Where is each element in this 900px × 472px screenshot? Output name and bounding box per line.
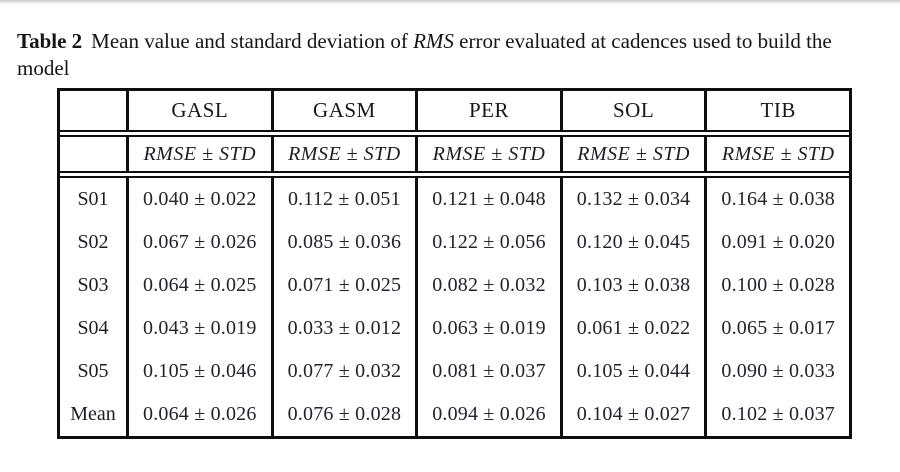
value-cell: 0.085 ± 0.036 xyxy=(287,231,402,253)
value-cell: 0.043 ± 0.019 xyxy=(143,317,257,339)
column-header-gasl: GASL xyxy=(126,91,271,132)
value-cell: 0.067 ± 0.026 xyxy=(143,231,257,253)
subheader-cell-1: RMSE ± STD xyxy=(270,135,416,173)
column-header-row: GASL GASM PER SOL TIB xyxy=(60,91,849,132)
value-cell: 0.064 ± 0.025 xyxy=(143,274,257,296)
value-cell: 0.082 ± 0.032 xyxy=(432,274,546,296)
value-cell: 0.105 ± 0.044 xyxy=(576,360,691,382)
corner-cell xyxy=(60,91,126,132)
value-cell: 0.100 ± 0.028 xyxy=(721,274,835,296)
value-cell: 0.132 ± 0.034 xyxy=(576,188,691,210)
data-column-gasl: 0.040 ± 0.022 0.067 ± 0.026 0.064 ± 0.025 0… xyxy=(126,178,271,436)
data-column-tib: 0.164 ± 0.038 0.091 ± 0.020 0.100 ± 0.028 0… xyxy=(704,178,849,436)
value-cell: 0.104 ± 0.027 xyxy=(576,403,691,425)
value-cell: 0.063 ± 0.019 xyxy=(432,317,546,339)
row-label-s03: S03 xyxy=(77,274,109,296)
row-label-s02: S02 xyxy=(77,231,109,253)
column-header-per: PER xyxy=(415,91,560,132)
data-column-per: 0.121 ± 0.048 0.122 ± 0.056 0.082 ± 0.032 0… xyxy=(415,178,560,436)
data-column-gasm: 0.112 ± 0.051 0.085 ± 0.036 0.071 ± 0.025 0… xyxy=(270,178,416,436)
value-cell: 0.077 ± 0.032 xyxy=(287,360,402,382)
subheader-cell-0: RMSE ± STD xyxy=(126,135,271,173)
caption-emphasis: RMS xyxy=(413,29,454,53)
scan-artifact-strip xyxy=(0,0,900,4)
value-cell: 0.122 ± 0.056 xyxy=(432,231,546,253)
value-cell: 0.064 ± 0.026 xyxy=(143,403,257,425)
rms-error-table: GASL GASM PER SOL TIB RMSE ± STD RMSE ± STD RM… xyxy=(57,88,852,439)
subheader-cell-4: RMSE ± STD xyxy=(704,135,849,173)
table-caption: Table 2 Mean value and standard deviation… xyxy=(17,28,889,82)
value-cell: 0.061 ± 0.022 xyxy=(576,317,691,339)
value-cell: 0.105 ± 0.046 xyxy=(143,360,257,382)
row-label-column: S01 S02 S03 S04 S05 Mean xyxy=(60,178,126,436)
row-label-mean: Mean xyxy=(70,403,116,425)
data-grid: S01 S02 S03 S04 S05 Mean 0.040 ± 0.022 0.067 ± … xyxy=(60,176,849,436)
row-label-s01: S01 xyxy=(77,188,109,210)
column-header-gasm: GASM xyxy=(270,91,416,132)
caption-text-prefix: Mean value and standard deviation of xyxy=(91,29,414,53)
value-cell: 0.120 ± 0.045 xyxy=(576,231,691,253)
value-cell: 0.164 ± 0.038 xyxy=(721,188,835,210)
value-cell: 0.090 ± 0.033 xyxy=(721,360,835,382)
value-cell: 0.076 ± 0.028 xyxy=(287,403,402,425)
caption-label: Table 2 xyxy=(17,29,83,53)
value-cell: 0.112 ± 0.051 xyxy=(287,188,401,210)
subheader-cell-3: RMSE ± STD xyxy=(559,135,705,173)
row-label-s05: S05 xyxy=(77,360,109,382)
value-cell: 0.102 ± 0.037 xyxy=(721,403,835,425)
subheader-row: RMSE ± STD RMSE ± STD RMSE ± STD RMSE ± STD… xyxy=(60,135,849,173)
data-column-sol: 0.132 ± 0.034 0.120 ± 0.045 0.103 ± 0.038 0… xyxy=(559,178,705,436)
caption-text-suffix: error evaluated at cadences used to buil… xyxy=(17,29,832,80)
value-cell: 0.065 ± 0.017 xyxy=(721,317,835,339)
column-header-tib: TIB xyxy=(704,91,849,132)
value-cell: 0.033 ± 0.012 xyxy=(287,317,402,339)
value-cell: 0.091 ± 0.020 xyxy=(721,231,835,253)
column-header-sol: SOL xyxy=(559,91,705,132)
value-cell: 0.103 ± 0.038 xyxy=(576,274,691,296)
value-cell: 0.094 ± 0.026 xyxy=(432,403,546,425)
value-cell: 0.121 ± 0.048 xyxy=(432,188,546,210)
corner-cell xyxy=(60,135,126,173)
subheader-cell-2: RMSE ± STD xyxy=(415,135,560,173)
value-cell: 0.071 ± 0.025 xyxy=(287,274,402,296)
value-cell: 0.040 ± 0.022 xyxy=(143,188,257,210)
value-cell: 0.081 ± 0.037 xyxy=(432,360,546,382)
row-label-s04: S04 xyxy=(77,317,109,339)
